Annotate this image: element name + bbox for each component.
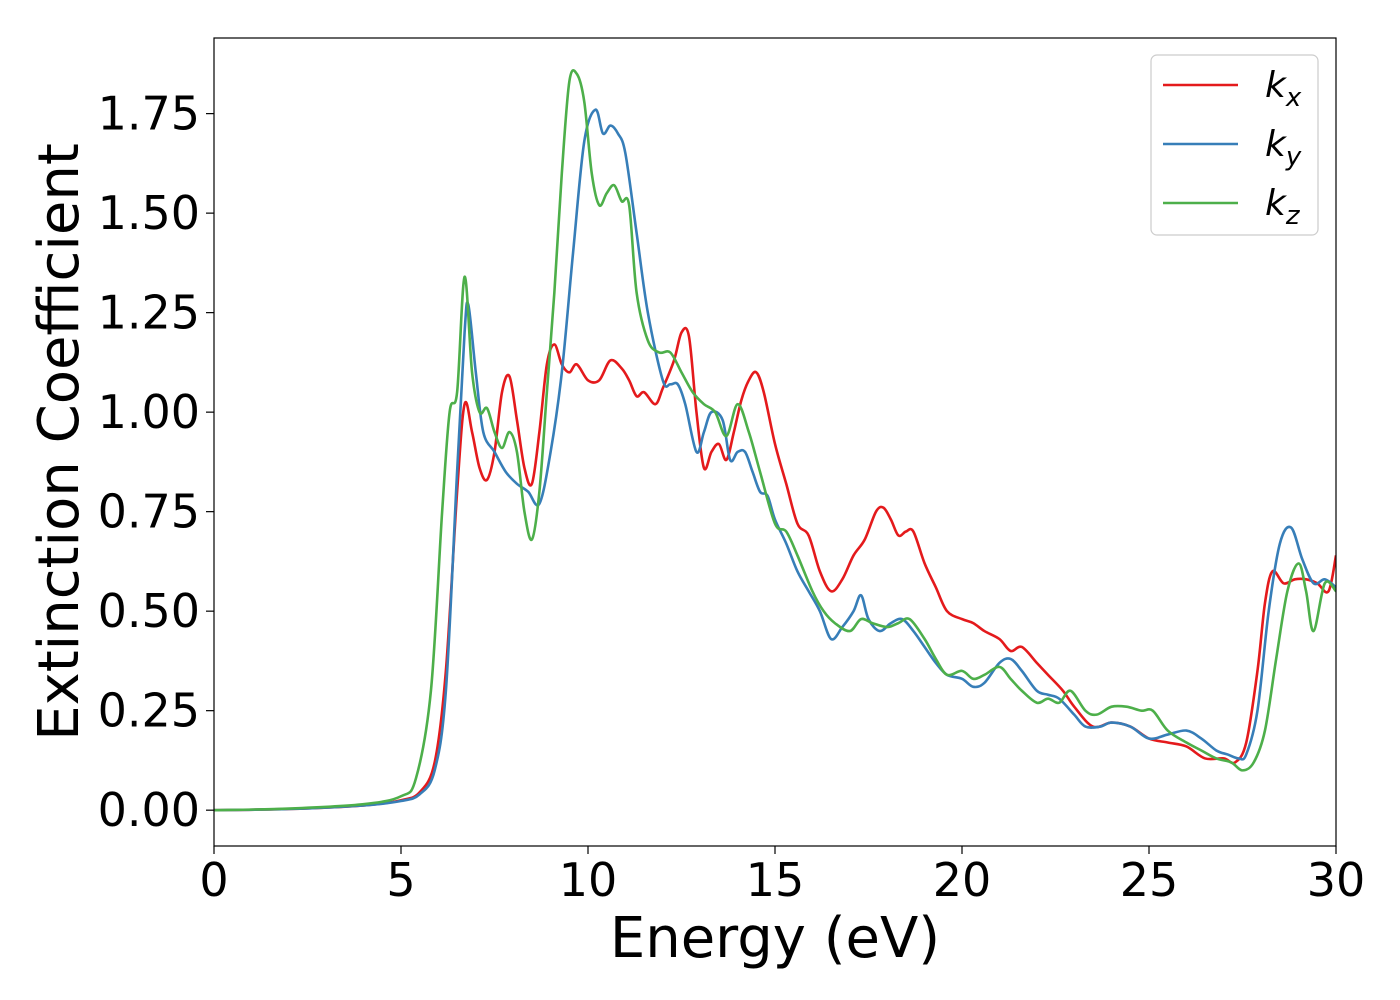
x-tick-label: 10 [559, 853, 618, 907]
legend-label: kz [1265, 183, 1301, 231]
y-tick-label: 0.00 [98, 783, 200, 837]
series-line-k-y [214, 108, 1336, 812]
y-axis-title: Extinction Coefficient [27, 143, 92, 741]
legend: kx ky kz [1150, 54, 1319, 236]
y-tick-label: 1.25 [98, 286, 200, 340]
x-tick-label: 30 [1307, 853, 1366, 907]
legend-label: ky [1265, 124, 1302, 172]
x-tick-label: 20 [933, 853, 992, 907]
y-tick-label: 1.75 [98, 87, 200, 141]
y-tick-label: 0.50 [98, 584, 200, 638]
x-axis-title: Energy (eV) [610, 906, 940, 971]
x-tick-label: 15 [746, 853, 805, 907]
x-tick-label: 5 [386, 853, 415, 907]
x-tick-label: 0 [199, 853, 228, 907]
legend-label: kx [1265, 65, 1302, 113]
y-tick-label: 1.50 [98, 186, 200, 240]
y-axis: 0.00 0.25 0.50 0.75 1.00 1.25 1.50 1.75 [98, 87, 214, 837]
y-tick-label: 0.25 [98, 684, 200, 738]
series-line-k-z [214, 69, 1336, 812]
x-tick-label: 25 [1120, 853, 1179, 907]
series-layer [214, 69, 1336, 812]
y-tick-label: 1.00 [98, 385, 200, 439]
x-axis: 0 5 10 15 20 25 30 [199, 846, 1365, 907]
y-tick-label: 0.75 [98, 485, 200, 539]
